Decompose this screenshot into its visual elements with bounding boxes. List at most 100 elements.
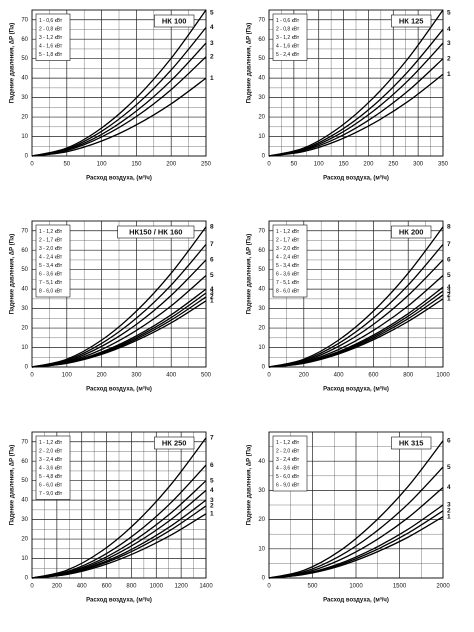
legend-entry: 4 - 1,6 кВт [276,43,300,49]
legend-entry: 2 - 0,8 кВт [276,26,300,32]
y-axis-label: Падение давления, ΔP (Па) [247,445,253,526]
curve [269,226,444,368]
y-axis-label: Падение давления, ΔP (Па) [247,23,253,104]
legend-entry: 1 - 0,6 кВт [276,18,300,24]
legend-entry: 2 - 2,0 кВт [39,448,63,454]
x-axis-label: Расход воздуха, (м³/ч) [86,175,152,182]
y-axis-label: Падение давления, ΔP (Па) [247,234,253,315]
legend-box [272,224,308,298]
curve [32,437,207,579]
y-tick-label: 40 [258,287,265,293]
legend-entry: 1 - 1,2 кВт [39,440,63,446]
plot-frame [268,9,444,157]
x-tick-label: 50 [291,162,298,168]
y-tick-label: 0 [262,365,266,371]
chart-title: НК 250 [162,438,187,447]
y-tick-label: 50 [258,56,265,62]
y-tick-label: 10 [258,345,265,351]
y-tick-label: 70 [258,17,265,23]
y-tick-label: 10 [21,345,28,351]
y-tick-label: 50 [21,267,28,273]
y-tick-label: 60 [21,459,28,465]
x-tick-label: 0 [30,373,34,379]
curve [32,9,207,157]
legend-entry: 1 - 0,6 кВт [39,18,63,24]
curve-label: 4 [447,484,451,491]
plot-frame [268,220,444,368]
y-tick-label: 40 [258,459,265,465]
y-tick-label: 30 [258,488,265,494]
y-tick-label: 20 [258,326,265,332]
y-tick-label: 70 [21,228,28,234]
x-axis-label: Расход воздуха, (м³/ч) [323,386,389,393]
y-tick-label: 60 [258,248,265,254]
curve [269,9,444,157]
legend-entry: 7 - 5,1 кВт [39,280,63,286]
curve [269,504,444,579]
curve-label: 3 [447,288,451,295]
y-tick-label: 60 [258,37,265,43]
legend-entry: 1 - 1,2 кВт [39,229,63,235]
chart-title: НК 200 [399,227,424,236]
x-tick-label: 800 [126,584,137,590]
x-tick-label: 1000 [150,584,164,590]
curve-label: 4 [210,286,214,293]
x-tick-label: 0 [30,584,34,590]
x-axis-label: Расход воздуха, (м³/ч) [323,597,389,604]
x-tick-label: 100 [97,162,108,168]
y-tick-label: 60 [21,37,28,43]
legend-entry: 2 - 1,7 кВт [276,237,300,243]
curve-label: 6 [210,462,214,469]
y-tick-label: 30 [258,306,265,312]
x-tick-label: 200 [363,162,374,168]
legend-entry: 3 - 2,4 кВт [276,457,300,463]
y-tick-label: 20 [21,115,28,121]
y-tick-label: 40 [258,76,265,82]
chart-panel: 0 10 20 30 40 50 60 70 0 200 400 600 800 1000 Расход в… [247,220,451,393]
curve [32,259,207,368]
chart-title: НК150 / НК 160 [129,227,182,236]
chart-panel: 0 10 20 30 40 50 60 70 0 50 100 150 200 250 Расход воз… [10,9,214,182]
x-tick-label: 350 [438,162,449,168]
x-axis-label: Расход воздуха, (м³/ч) [86,597,152,604]
legend-entry: 5 - 6,0 кВт [276,474,300,480]
curve-label: 4 [447,26,451,33]
y-tick-label: 20 [258,517,265,523]
y-tick-label: 40 [21,498,28,504]
legend-box [35,224,71,298]
legend-entry: 2 - 1,7 кВт [39,237,63,243]
x-tick-label: 2000 [436,584,450,590]
legend-entry: 5 - 3,4 кВт [276,263,300,269]
legend-entry: 6 - 9,0 кВт [276,482,300,488]
legend-entry: 5 - 4,8 кВт [39,474,63,480]
legend-box [272,13,308,61]
curve [32,77,207,157]
curve-label: 5 [210,10,214,17]
y-tick-label: 10 [21,556,28,562]
curve-label: 1 [210,298,214,305]
legend-entry: 5 - 1,8 кВт [39,52,63,58]
legend-entry: 3 - 1,2 кВт [276,35,300,41]
curve-label: 2 [210,503,214,510]
legend-entry: 4 - 1,6 кВт [39,43,63,49]
curve-label: 5 [210,272,214,279]
legend-entry: 3 - 2,0 кВт [39,246,63,252]
curve-label: 3 [210,497,214,504]
legend-entry: 3 - 2,0 кВт [276,246,300,252]
title-box [154,14,195,28]
legend-entry: 7 - 5,1 кВт [276,280,300,286]
x-tick-label: 0 [30,162,34,168]
curve [269,29,444,157]
curve-label: 8 [210,224,214,231]
y-tick-label: 10 [21,134,28,140]
x-tick-label: 500 [307,584,318,590]
legend-entry: 4 - 3,6 кВт [276,465,300,471]
y-axis-label: Падение давления, ΔP (Па) [10,23,16,104]
curve-label: 4 [447,284,451,291]
x-tick-label: 500 [201,373,212,379]
curve [32,226,207,368]
y-tick-label: 50 [258,267,265,273]
curve-label: 8 [447,224,451,231]
legend-entry: 2 - 2,0 кВт [276,448,300,454]
